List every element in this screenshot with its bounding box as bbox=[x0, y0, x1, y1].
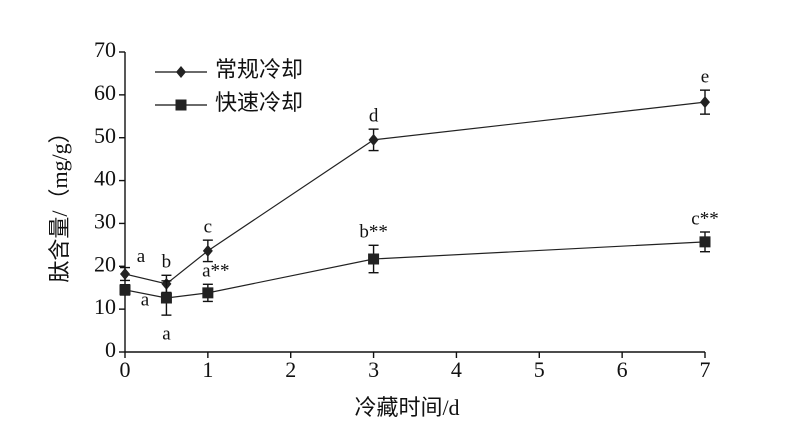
significance-label: a bbox=[162, 324, 171, 345]
x-tick-label: 4 bbox=[451, 357, 462, 382]
y-tick-label: 0 bbox=[105, 337, 116, 362]
y-tick-label: 60 bbox=[94, 80, 116, 105]
y-tick-label: 20 bbox=[94, 251, 116, 276]
legend-label: 快速冷却 bbox=[215, 90, 303, 115]
significance-label: a** bbox=[202, 261, 229, 282]
legend-marker bbox=[176, 66, 186, 78]
x-axis-label: 冷藏时间/d bbox=[354, 395, 459, 420]
legend-marker bbox=[175, 99, 187, 111]
x-tick-label: 0 bbox=[120, 357, 131, 382]
data-point bbox=[160, 292, 172, 304]
significance-label: b bbox=[162, 252, 172, 273]
data-point bbox=[368, 253, 380, 265]
x-tick-label: 5 bbox=[534, 357, 545, 382]
data-point bbox=[120, 268, 130, 280]
data-point bbox=[368, 133, 379, 146]
significance-label: a bbox=[137, 246, 146, 267]
y-tick-label: 40 bbox=[94, 166, 116, 191]
y-tick-label: 30 bbox=[94, 208, 116, 233]
significance-label: e bbox=[701, 67, 709, 88]
y-tick-label: 50 bbox=[94, 123, 116, 148]
x-tick-label: 2 bbox=[285, 357, 296, 382]
data-point bbox=[119, 284, 131, 296]
legend-label: 常规冷却 bbox=[215, 57, 303, 82]
data-point bbox=[700, 96, 710, 109]
x-tick-label: 1 bbox=[202, 357, 213, 382]
data-point bbox=[202, 287, 214, 299]
significance-label: b** bbox=[359, 222, 388, 243]
data-point bbox=[202, 244, 213, 257]
x-tick-label: 3 bbox=[368, 357, 379, 382]
x-tick-label: 6 bbox=[617, 357, 628, 382]
significance-label: d bbox=[369, 106, 379, 127]
x-tick-label: 7 bbox=[700, 357, 711, 382]
significance-label: a bbox=[141, 289, 150, 310]
y-tick-label: 10 bbox=[94, 294, 116, 319]
significance-label: c bbox=[204, 217, 212, 238]
y-axis-label: 肽含量/（mg/g） bbox=[47, 121, 72, 282]
significance-label: c** bbox=[691, 208, 718, 229]
data-point bbox=[699, 236, 711, 248]
y-tick-label: 70 bbox=[94, 37, 116, 62]
